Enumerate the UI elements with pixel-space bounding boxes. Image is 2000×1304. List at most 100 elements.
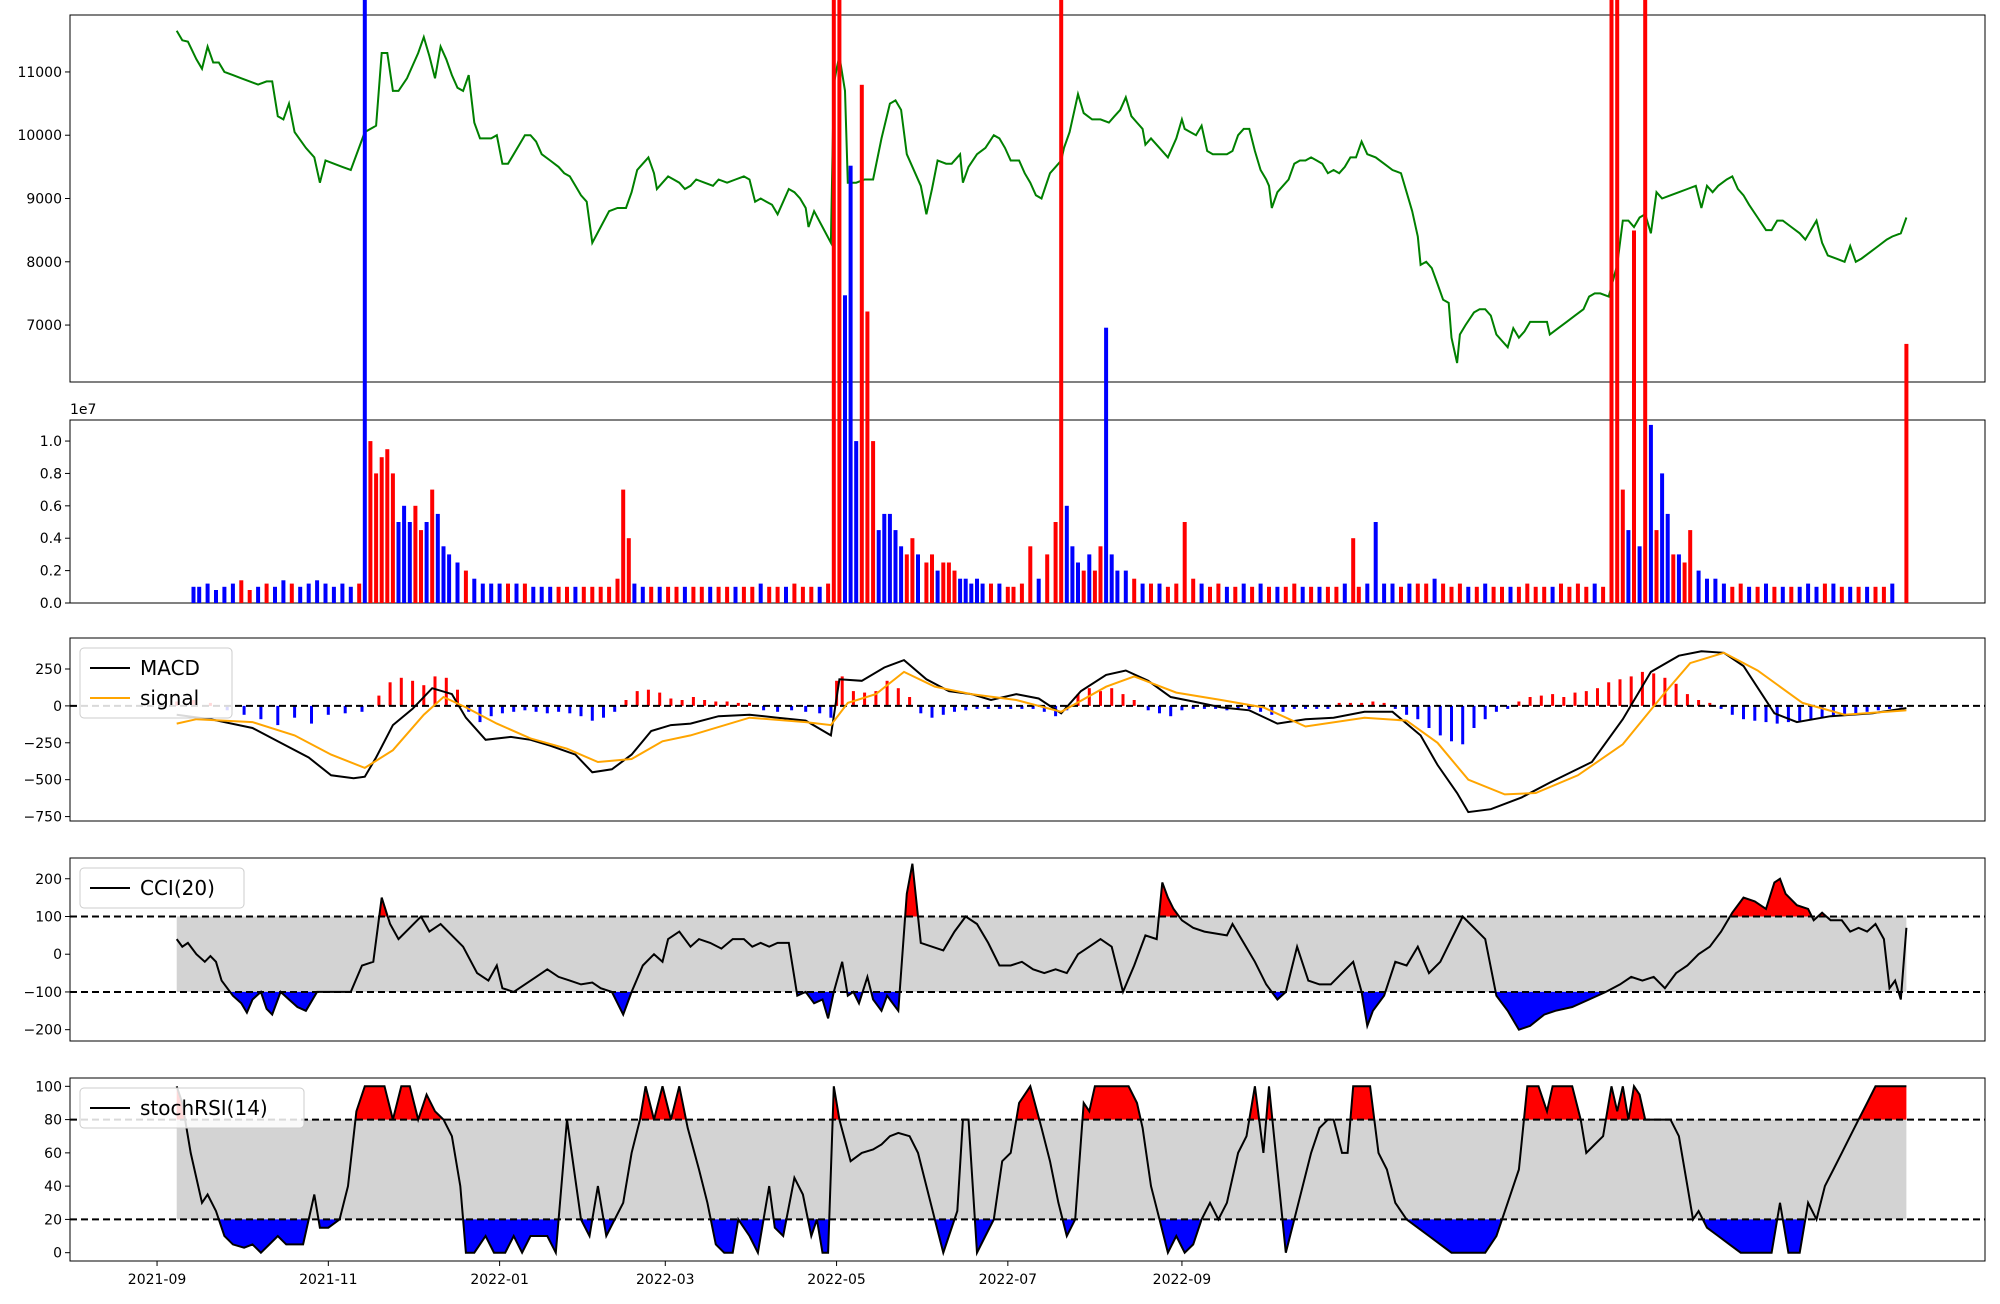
macd-histogram-bar [1596,688,1599,706]
volume-bar [1104,327,1109,603]
volume-bar [368,441,373,603]
macd-histogram-bar [1009,705,1013,709]
volume-bar [699,586,704,603]
price-line [175,30,1908,364]
x-tick-label: 2022-05 [807,1272,866,1288]
volume-bar [1516,586,1521,603]
macd-histogram-bar [851,691,855,706]
cci-panel-ytick-label: 0 [53,947,62,963]
volume-bar [741,586,746,603]
volume-bar [374,473,379,603]
volume-bar [1191,578,1196,603]
macd-histogram-bar [1719,705,1723,709]
cci-oversold-fill [230,991,1902,1030]
volume-bar [1848,586,1853,603]
volume-bar [362,0,367,603]
volume-bar [1157,583,1162,603]
volume-bar [1550,586,1555,603]
macd-panel-ytick-label: −750 [24,810,62,826]
macd-histogram-bar [399,677,403,706]
macd-histogram-bar [411,680,415,706]
cci-line [175,863,1908,1031]
volume-bar [506,583,510,603]
macd-histogram-bar [818,705,822,714]
macd-histogram-bar [1382,702,1386,706]
macd-histogram-bar [310,705,313,724]
volume-bar [725,586,730,603]
volume-bar [1822,583,1827,603]
volume-bar [800,586,805,603]
macd-histogram-bar [590,705,594,721]
volume-bar [1620,489,1625,603]
macd-histogram-bar [1820,705,1824,718]
volume-bar [1182,522,1187,603]
macd-histogram-bar [1348,702,1352,706]
macd-histogram-bar [1371,701,1375,706]
macd-legend-label: MACD [140,656,200,680]
volume-bar [1258,583,1263,603]
volume-bar [348,586,353,603]
macd-histogram-bar [1843,705,1847,715]
macd-histogram-bar [326,705,330,715]
macd-histogram-bar [1236,705,1240,709]
volume-bar [441,546,446,603]
volume-bar [1407,583,1412,603]
volume-bar [887,513,892,603]
macd-panel-frame [69,637,1986,822]
macd-histogram-bar [1247,705,1251,709]
volume-bar [1609,0,1614,603]
volume-bar [497,583,502,603]
volume-bar [1671,554,1676,603]
macd-histogram-bar [919,705,923,714]
macd-histogram-bar [1405,705,1409,715]
volume-bar [1688,530,1693,603]
volume-bar [1705,578,1709,603]
volume-bar [854,441,859,603]
macd-histogram-bar [1214,705,1218,709]
volume-bar [626,538,631,603]
volume-bar [1696,570,1701,603]
macd-histogram-bar [1461,705,1465,745]
macd-histogram-bar [1337,702,1341,706]
cci-panel-ytick-label: 100 [35,909,62,925]
volume-bar [657,586,662,603]
volume-bar [1441,583,1446,603]
macd-histogram-bar [360,705,364,712]
volume-bar [1123,570,1128,603]
volume-bar [1533,586,1538,603]
macd-histogram-bar [1798,705,1802,721]
volume-bar [1233,586,1238,603]
volume-bar [273,586,277,603]
volume-bar [1076,562,1080,603]
cci-legend-label: CCI(20) [140,876,215,900]
volume-bar [447,554,452,603]
macd-histogram-bar [1618,679,1622,706]
macd-histogram-bar [863,692,867,706]
volume-bar [910,538,915,603]
stochrsi-oversold-fill [218,1219,1806,1253]
macd-histogram-bar [1304,705,1307,709]
macd-histogram-bar [1573,692,1577,706]
volume-bar [716,586,721,603]
volume-bar [1730,586,1735,603]
volume-bar [1216,583,1221,603]
macd-histogram-bar [975,705,979,709]
volume-bar [1208,586,1212,603]
volume-bar [1466,586,1471,603]
volume-bar [893,530,898,603]
stochrsi-panel-frame [69,1077,1986,1262]
volume-bar [1814,586,1819,603]
macd-histogram-bar [1281,705,1285,712]
macd-histogram-bar [1607,682,1611,706]
cci-legend-box [79,867,245,909]
volume-bar [531,586,536,603]
stochrsi-overbought-fill [176,1086,1907,1120]
macd-histogram-bar [523,705,527,711]
macd-histogram-bar [377,695,381,706]
volume-bar [1806,583,1811,603]
macd-histogram-bar [276,705,280,726]
volume-bar [419,530,423,603]
volume-bar [379,457,384,603]
macd-histogram-bar [456,689,459,706]
macd-histogram-bar [669,698,673,706]
